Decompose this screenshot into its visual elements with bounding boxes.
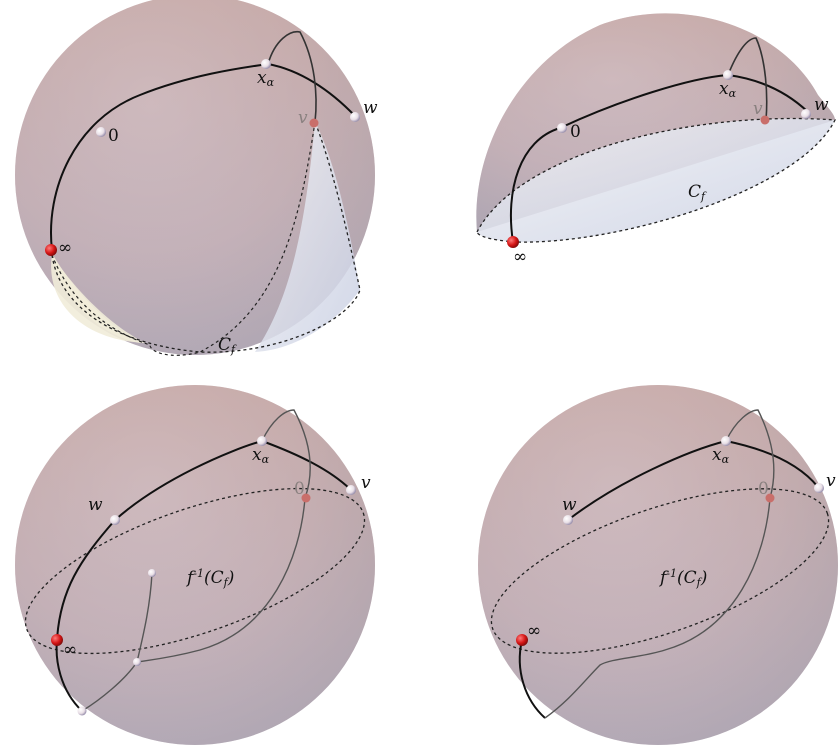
point-w	[350, 112, 360, 122]
label-infinity: ∞	[63, 640, 77, 660]
label-finv-c-f: f-1(Cf)	[658, 567, 707, 589]
point-v	[310, 119, 319, 128]
label-v: v	[361, 473, 371, 493]
panel-top-right: xα w v 0 ∞ Cf	[476, 13, 835, 267]
point-junction	[133, 658, 141, 666]
label-finv-c-f: f-1(Cf)	[185, 567, 234, 589]
label-infinity: ∞	[527, 621, 541, 641]
point-zero	[557, 123, 567, 133]
point-v	[814, 483, 824, 493]
point-infinity	[51, 634, 63, 646]
label-zero: 0	[758, 479, 769, 499]
point-zero	[96, 127, 106, 137]
point-bottom	[78, 707, 87, 716]
label-w: w	[814, 95, 829, 115]
label-w: w	[88, 495, 103, 515]
label-infinity: ∞	[513, 247, 527, 267]
panel-bottom-left: xα v w 0 ∞ f-1(Cf)	[7, 385, 384, 745]
point-w	[110, 515, 120, 525]
label-zero: 0	[570, 122, 581, 142]
point-w	[563, 515, 573, 525]
point-w	[801, 109, 811, 119]
label-w: w	[363, 98, 378, 118]
label-infinity: ∞	[58, 238, 72, 258]
point-v	[346, 485, 356, 495]
point-endpoint	[148, 569, 156, 577]
label-v: v	[753, 99, 763, 119]
label-w: w	[562, 495, 577, 515]
point-infinity	[45, 244, 57, 256]
label-v: v	[298, 108, 308, 128]
label-zero: 0	[294, 479, 305, 499]
label-zero: 0	[108, 126, 119, 146]
point-x-alpha	[721, 436, 731, 446]
panel-top-left: xα w v 0 ∞ Cf	[15, 0, 378, 356]
label-v: v	[826, 471, 836, 491]
panel-bottom-right: xα v w 0 ∞ f-1(Cf)	[472, 385, 838, 745]
